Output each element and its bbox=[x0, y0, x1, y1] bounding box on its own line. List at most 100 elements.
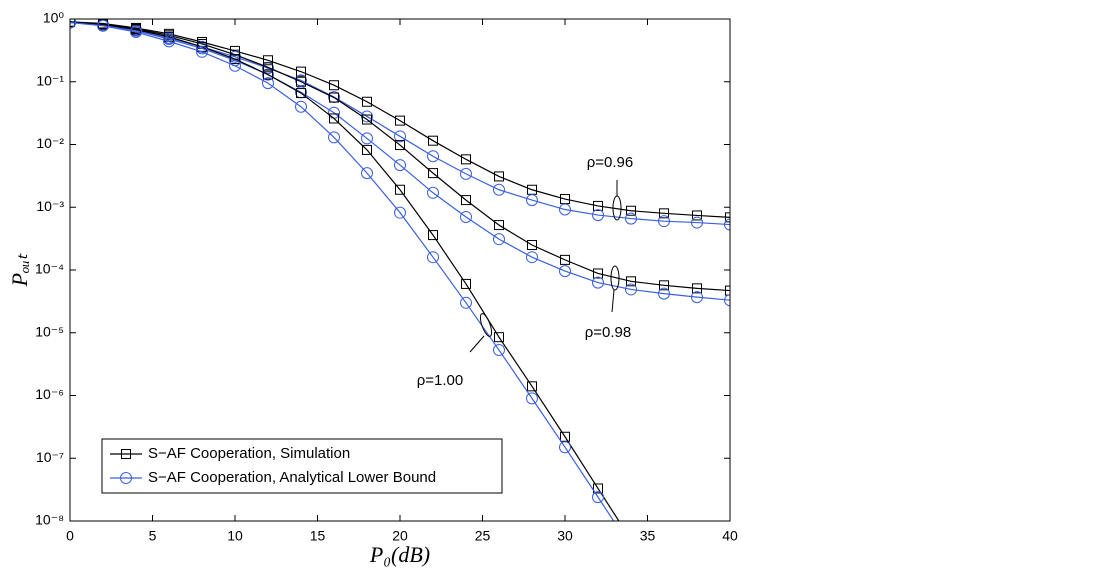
series-line bbox=[70, 21, 730, 218]
marker bbox=[428, 230, 438, 241]
marker bbox=[526, 194, 538, 207]
marker bbox=[329, 80, 339, 91]
x-tick-label: 5 bbox=[149, 528, 157, 544]
marker bbox=[362, 114, 372, 125]
y-tick-label: 10⁰ bbox=[43, 10, 65, 26]
marker bbox=[395, 140, 405, 151]
marker bbox=[526, 392, 538, 405]
marker bbox=[427, 150, 439, 163]
marker bbox=[724, 294, 730, 307]
marker bbox=[329, 113, 339, 124]
marker bbox=[692, 283, 702, 294]
marker bbox=[328, 131, 340, 144]
marker bbox=[163, 35, 175, 48]
marker bbox=[658, 215, 670, 228]
marker bbox=[427, 251, 439, 264]
pointer bbox=[469, 335, 485, 353]
marker bbox=[493, 183, 505, 196]
marker bbox=[560, 254, 570, 265]
marker bbox=[725, 212, 730, 223]
x-tick-label: 10 bbox=[227, 528, 243, 544]
y-tick-label: 10⁻⁴ bbox=[35, 261, 64, 277]
marker bbox=[428, 135, 438, 146]
marker bbox=[494, 332, 504, 343]
marker bbox=[329, 92, 339, 103]
plot-area bbox=[70, 19, 730, 521]
marker bbox=[593, 268, 603, 279]
marker bbox=[70, 19, 75, 27]
marker bbox=[121, 449, 131, 459]
marker bbox=[592, 491, 604, 504]
marker bbox=[494, 171, 504, 182]
marker bbox=[659, 280, 669, 291]
marker bbox=[296, 76, 306, 87]
marker bbox=[362, 144, 372, 155]
x-tick-label: 25 bbox=[475, 528, 491, 544]
marker bbox=[461, 154, 471, 165]
marker bbox=[626, 276, 636, 287]
marker bbox=[526, 251, 538, 264]
marker bbox=[658, 287, 670, 300]
marker bbox=[296, 88, 306, 99]
marker bbox=[559, 441, 571, 454]
marker bbox=[725, 285, 730, 296]
marker bbox=[626, 542, 637, 553]
ellipse bbox=[610, 265, 620, 291]
ellipse bbox=[479, 313, 493, 337]
marker bbox=[263, 69, 273, 80]
marker bbox=[493, 233, 505, 246]
y-tick-label: 10⁻⁷ bbox=[36, 449, 64, 465]
marker bbox=[659, 208, 669, 219]
marker bbox=[527, 381, 537, 392]
marker bbox=[328, 91, 340, 104]
x-tick-label: 35 bbox=[640, 528, 656, 544]
marker bbox=[362, 96, 372, 107]
marker bbox=[229, 59, 241, 72]
series-line bbox=[70, 21, 620, 521]
y-tick-label: 10⁻⁸ bbox=[35, 512, 64, 528]
marker bbox=[593, 483, 603, 494]
marker bbox=[724, 218, 730, 231]
marker bbox=[262, 68, 274, 81]
legend-label: S−AF Cooperation, Simulation bbox=[148, 445, 350, 462]
annotation: ρ=0.98 bbox=[585, 324, 632, 341]
x-tick-label: 0 bbox=[66, 528, 74, 544]
marker bbox=[97, 19, 109, 32]
annotation-shapes bbox=[469, 180, 622, 353]
x-axis-label: P₀(dB) bbox=[369, 542, 430, 567]
marker bbox=[527, 240, 537, 251]
marker bbox=[626, 205, 636, 216]
marker bbox=[692, 210, 702, 221]
x-tick-label: 40 bbox=[722, 528, 738, 544]
x-tick-label: 20 bbox=[392, 528, 408, 544]
marker bbox=[120, 472, 132, 484]
marker bbox=[559, 203, 571, 216]
marker bbox=[691, 216, 703, 229]
legend bbox=[101, 438, 503, 494]
marker bbox=[461, 278, 471, 289]
marker bbox=[230, 54, 240, 65]
marker bbox=[494, 220, 504, 231]
series-line bbox=[70, 21, 730, 301]
series-line bbox=[70, 21, 730, 292]
marker bbox=[592, 209, 604, 222]
marker bbox=[427, 186, 439, 199]
marker bbox=[460, 296, 472, 309]
marker bbox=[263, 55, 273, 66]
legend-label: S−AF Cooperation, Analytical Lower Bound bbox=[148, 469, 436, 486]
marker bbox=[394, 206, 406, 219]
marker bbox=[262, 77, 274, 90]
y-tick-label: 10⁻² bbox=[36, 135, 64, 151]
marker bbox=[460, 167, 472, 180]
y-tick-label: 10⁻⁵ bbox=[35, 323, 64, 339]
marker bbox=[130, 26, 142, 39]
marker bbox=[394, 159, 406, 172]
marker bbox=[361, 132, 373, 145]
marker bbox=[395, 184, 405, 195]
annotation: ρ=1.00 bbox=[417, 372, 464, 389]
marker bbox=[70, 19, 76, 29]
marker bbox=[625, 212, 637, 225]
marker bbox=[296, 66, 306, 77]
y-tick-label: 10⁻³ bbox=[36, 198, 64, 214]
